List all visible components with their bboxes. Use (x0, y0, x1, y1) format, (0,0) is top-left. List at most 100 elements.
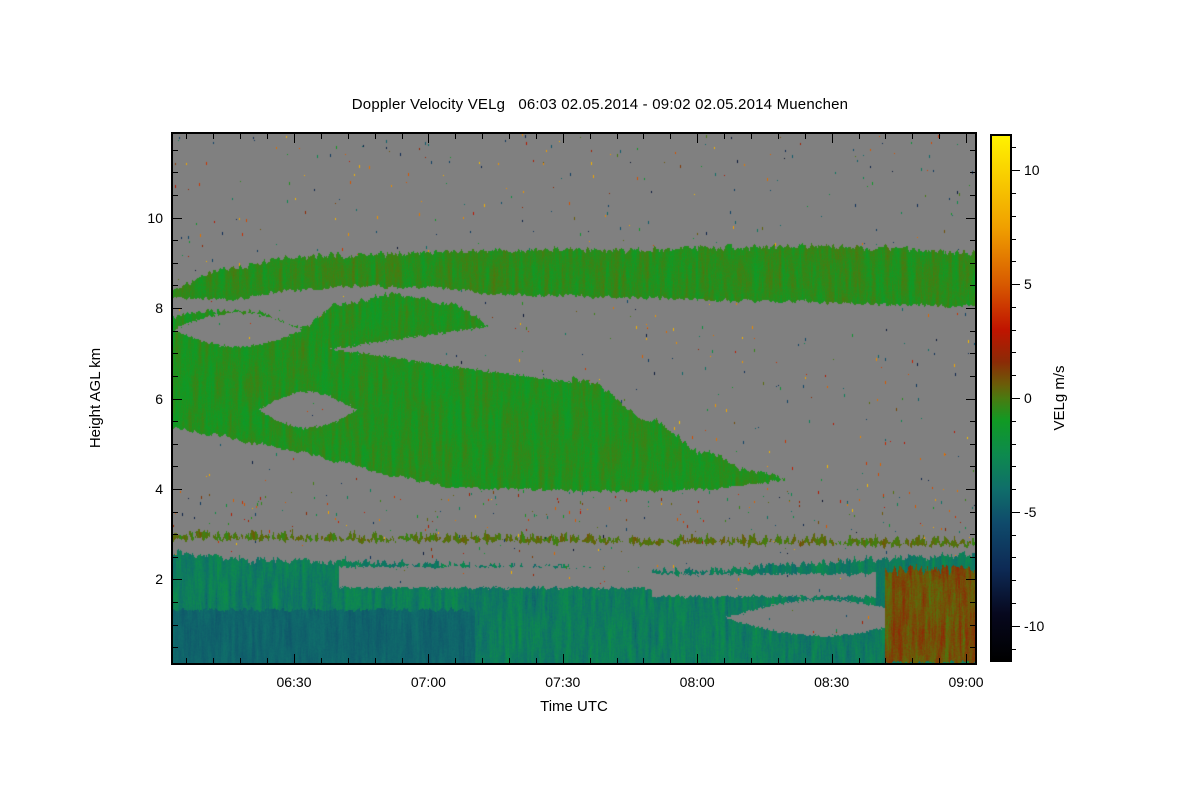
x-tick (482, 658, 483, 663)
colorbar-tick (1012, 170, 1020, 171)
x-tick (643, 134, 644, 139)
x-tick (186, 134, 187, 139)
y-tick (173, 172, 178, 173)
colorbar-tick (1012, 444, 1016, 445)
x-tick (536, 134, 537, 139)
colorbar-tick (1012, 398, 1020, 399)
x-tick (643, 658, 644, 663)
x-tick (617, 134, 618, 139)
x-tick (213, 658, 214, 663)
colorbar-tick (1012, 216, 1016, 217)
y-tick (173, 331, 178, 332)
y-tick (173, 444, 178, 445)
colorbar-tick (1012, 535, 1016, 536)
y-tick (173, 353, 178, 354)
y-tick (970, 240, 975, 241)
y-tick (966, 308, 975, 309)
y-tick (173, 625, 178, 626)
x-tick (751, 658, 752, 663)
y-tick (970, 285, 975, 286)
x-tick (590, 658, 591, 663)
x-tick (348, 134, 349, 139)
x-tick-label: 08:30 (814, 674, 850, 690)
colorbar-tick (1012, 489, 1016, 490)
x-tick (966, 654, 967, 663)
y-tick (966, 489, 975, 490)
colorbar-tick (1012, 557, 1016, 558)
colorbar-tick (1012, 193, 1016, 194)
x-tick (402, 658, 403, 663)
y-tick (970, 444, 975, 445)
y-tick (970, 376, 975, 377)
y-tick (970, 512, 975, 513)
y-tick (970, 263, 975, 264)
x-tick (939, 658, 940, 663)
colorbar-gradient (992, 136, 1010, 660)
y-tick (173, 285, 178, 286)
y-tick (173, 579, 182, 580)
y-tick (970, 625, 975, 626)
y-tick (970, 172, 975, 173)
colorbar-tick (1012, 421, 1016, 422)
x-tick (428, 654, 429, 663)
colorbar-tick (1012, 649, 1016, 650)
x-tick (267, 658, 268, 663)
x-tick (455, 658, 456, 663)
page-title: Doppler Velocity VELg 06:03 02.05.2014 -… (351, 96, 849, 113)
y-tick (173, 466, 178, 467)
y-tick (970, 602, 975, 603)
y-tick (173, 421, 178, 422)
y-tick-label: 10 (147, 209, 163, 226)
x-tick (563, 654, 564, 663)
colorbar-tick (1012, 284, 1020, 285)
x-tick (939, 134, 940, 139)
x-tick (724, 658, 725, 663)
x-tick (778, 658, 779, 663)
x-tick (240, 658, 241, 663)
y-tick (970, 421, 975, 422)
x-tick (966, 134, 967, 143)
y-tick (173, 399, 182, 400)
y-tick (970, 534, 975, 535)
x-tick (402, 134, 403, 139)
y-tick (173, 512, 178, 513)
x-tick (186, 658, 187, 663)
colorbar-tick (1012, 352, 1016, 353)
y-tick (970, 466, 975, 467)
x-tick (751, 134, 752, 139)
colorbar-tick (1012, 239, 1016, 240)
x-tick (536, 658, 537, 663)
colorbar (990, 134, 1012, 662)
y-tick (173, 376, 178, 377)
y-tick (966, 579, 975, 580)
y-tick-label: 8 (155, 300, 163, 317)
colorbar-tick (1012, 375, 1016, 376)
y-tick (173, 218, 182, 219)
x-tick (590, 134, 591, 139)
x-tick (859, 658, 860, 663)
colorbar-title: VELg m/s (1051, 365, 1068, 431)
x-tick (832, 654, 833, 663)
x-tick (375, 658, 376, 663)
y-tick-label: 2 (155, 571, 163, 588)
y-tick (173, 647, 178, 648)
colorbar-tick (1012, 330, 1016, 331)
x-tick (859, 134, 860, 139)
y-tick (173, 308, 182, 309)
y-tick (970, 647, 975, 648)
x-tick (455, 134, 456, 139)
colorbar-tick (1012, 261, 1016, 262)
x-tick (832, 134, 833, 143)
colorbar-tick (1012, 580, 1016, 581)
y-tick (173, 534, 178, 535)
y-tick (173, 263, 178, 264)
colorbar-tick (1012, 512, 1020, 513)
y-tick (173, 195, 178, 196)
x-tick (321, 134, 322, 139)
x-tick (912, 134, 913, 139)
x-tick (697, 654, 698, 663)
x-tick (348, 658, 349, 663)
colorbar-tick-label: 10 (1024, 162, 1040, 179)
colorbar-tick (1012, 147, 1016, 148)
